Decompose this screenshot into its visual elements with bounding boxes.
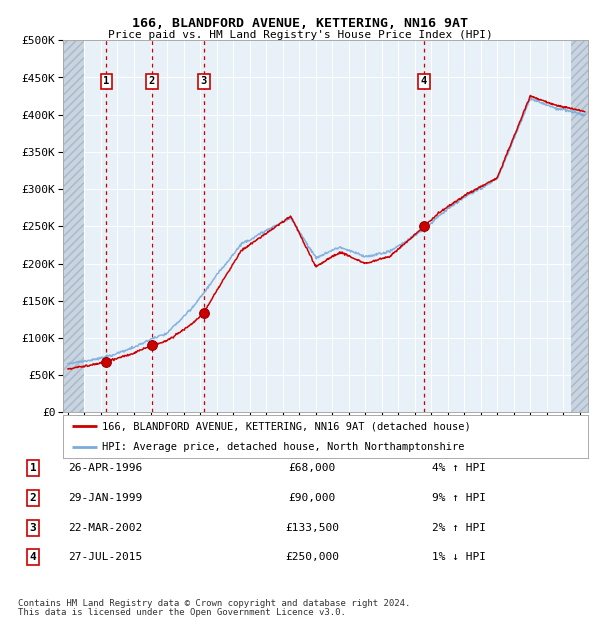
Bar — [63, 40, 85, 412]
Text: 2: 2 — [29, 493, 37, 503]
Text: Contains HM Land Registry data © Crown copyright and database right 2024.: Contains HM Land Registry data © Crown c… — [18, 600, 410, 608]
Text: HPI: Average price, detached house, North Northamptonshire: HPI: Average price, detached house, Nort… — [103, 441, 465, 451]
Bar — [571, 40, 588, 412]
Text: 4: 4 — [421, 76, 427, 86]
Text: 26-APR-1996: 26-APR-1996 — [68, 463, 142, 473]
Text: 2% ↑ HPI: 2% ↑ HPI — [432, 523, 486, 533]
Text: 2: 2 — [149, 76, 155, 86]
Text: £68,000: £68,000 — [289, 463, 335, 473]
Text: Price paid vs. HM Land Registry's House Price Index (HPI): Price paid vs. HM Land Registry's House … — [107, 30, 493, 40]
Text: £133,500: £133,500 — [285, 523, 339, 533]
Text: £250,000: £250,000 — [285, 552, 339, 562]
Text: 4% ↑ HPI: 4% ↑ HPI — [432, 463, 486, 473]
Text: 3: 3 — [201, 76, 207, 86]
Text: 29-JAN-1999: 29-JAN-1999 — [68, 493, 142, 503]
Text: 3: 3 — [29, 523, 37, 533]
Text: 1: 1 — [103, 76, 109, 86]
Text: 9% ↑ HPI: 9% ↑ HPI — [432, 493, 486, 503]
Text: This data is licensed under the Open Government Licence v3.0.: This data is licensed under the Open Gov… — [18, 608, 346, 617]
Text: £90,000: £90,000 — [289, 493, 335, 503]
Text: 166, BLANDFORD AVENUE, KETTERING, NN16 9AT (detached house): 166, BLANDFORD AVENUE, KETTERING, NN16 9… — [103, 422, 471, 432]
Text: 22-MAR-2002: 22-MAR-2002 — [68, 523, 142, 533]
Text: 1% ↓ HPI: 1% ↓ HPI — [432, 552, 486, 562]
Text: 4: 4 — [29, 552, 37, 562]
Text: 27-JUL-2015: 27-JUL-2015 — [68, 552, 142, 562]
Text: 1: 1 — [29, 463, 37, 473]
Text: 166, BLANDFORD AVENUE, KETTERING, NN16 9AT: 166, BLANDFORD AVENUE, KETTERING, NN16 9… — [132, 17, 468, 30]
